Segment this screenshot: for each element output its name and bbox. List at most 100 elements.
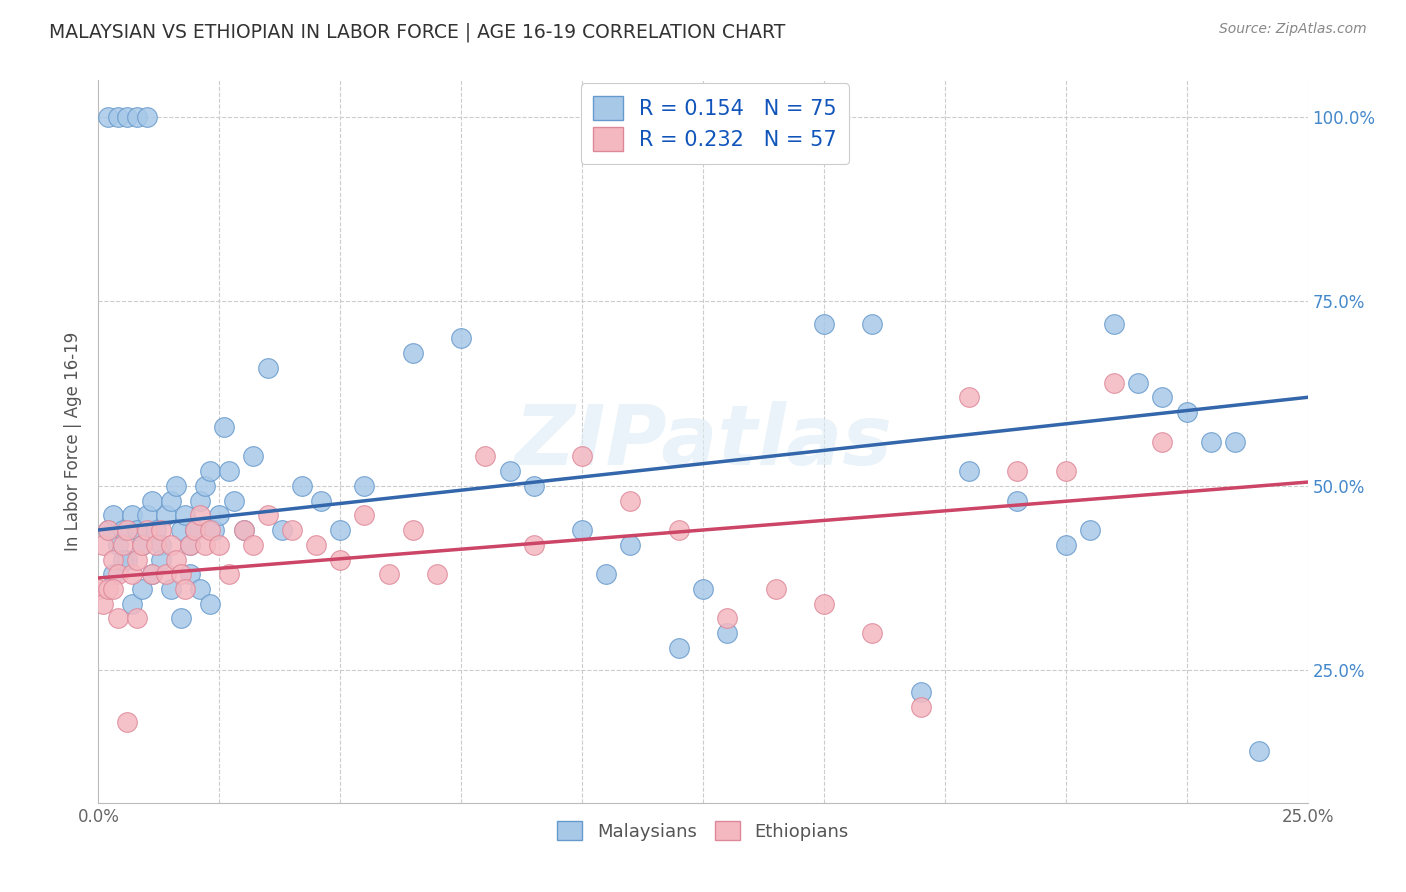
Point	[1007, 493, 1029, 508]
Point	[107, 110, 129, 124]
Text: MALAYSIAN VS ETHIOPIAN IN LABOR FORCE | AGE 16-19 CORRELATION CHART: MALAYSIAN VS ETHIOPIAN IN LABOR FORCE | …	[49, 22, 786, 42]
Point	[184, 523, 207, 537]
Point	[127, 110, 149, 124]
Point	[160, 582, 183, 596]
Point	[150, 523, 173, 537]
Point	[910, 700, 932, 714]
Point	[127, 611, 149, 625]
Point	[813, 597, 835, 611]
Point	[1054, 538, 1077, 552]
Point	[242, 538, 264, 552]
Point	[232, 523, 254, 537]
Point	[571, 523, 593, 537]
Point	[1249, 744, 1271, 758]
Point	[256, 360, 278, 375]
Point	[692, 582, 714, 596]
Point	[860, 626, 883, 640]
Point	[619, 493, 641, 508]
Point	[121, 567, 143, 582]
Point	[155, 508, 177, 523]
Point	[101, 582, 124, 596]
Point	[179, 538, 201, 552]
Point	[87, 582, 110, 596]
Point	[957, 390, 980, 404]
Point	[188, 493, 211, 508]
Point	[101, 567, 124, 582]
Point	[523, 479, 546, 493]
Point	[1175, 405, 1198, 419]
Point	[131, 582, 153, 596]
Point	[619, 538, 641, 552]
Point	[111, 538, 134, 552]
Y-axis label: In Labor Force | Age 16-19: In Labor Force | Age 16-19	[65, 332, 83, 551]
Point	[169, 567, 191, 582]
Point	[97, 523, 120, 537]
Point	[101, 508, 124, 523]
Point	[107, 567, 129, 582]
Point	[117, 523, 139, 537]
Point	[179, 567, 201, 582]
Point	[188, 508, 211, 523]
Point	[1007, 464, 1029, 478]
Point	[353, 508, 375, 523]
Point	[135, 508, 157, 523]
Point	[1054, 464, 1077, 478]
Text: Source: ZipAtlas.com: Source: ZipAtlas.com	[1219, 22, 1367, 37]
Point	[765, 582, 787, 596]
Point	[218, 464, 240, 478]
Point	[179, 538, 201, 552]
Point	[194, 479, 217, 493]
Point	[188, 582, 211, 596]
Point	[145, 538, 167, 552]
Point	[1102, 376, 1125, 390]
Point	[111, 552, 134, 566]
Point	[271, 523, 294, 537]
Point	[242, 450, 264, 464]
Point	[668, 640, 690, 655]
Point	[329, 523, 352, 537]
Point	[329, 552, 352, 566]
Legend: Malaysians, Ethiopians: Malaysians, Ethiopians	[550, 814, 856, 848]
Point	[957, 464, 980, 478]
Point	[353, 479, 375, 493]
Point	[141, 493, 163, 508]
Point	[716, 611, 738, 625]
Point	[309, 493, 332, 508]
Point	[1223, 434, 1246, 449]
Point	[198, 523, 221, 537]
Point	[595, 567, 617, 582]
Point	[101, 552, 124, 566]
Point	[150, 538, 173, 552]
Point	[1128, 376, 1150, 390]
Point	[1102, 317, 1125, 331]
Point	[145, 523, 167, 537]
Point	[184, 523, 207, 537]
Point	[256, 508, 278, 523]
Point	[402, 523, 425, 537]
Point	[127, 523, 149, 537]
Point	[474, 450, 496, 464]
Point	[117, 714, 139, 729]
Point	[117, 552, 139, 566]
Point	[450, 331, 472, 345]
Point	[150, 552, 173, 566]
Point	[169, 611, 191, 625]
Point	[716, 626, 738, 640]
Point	[121, 597, 143, 611]
Point	[1199, 434, 1222, 449]
Point	[160, 538, 183, 552]
Point	[141, 567, 163, 582]
Point	[107, 538, 129, 552]
Point	[198, 464, 221, 478]
Point	[281, 523, 304, 537]
Point	[97, 110, 120, 124]
Point	[813, 317, 835, 331]
Point	[1152, 390, 1174, 404]
Point	[135, 523, 157, 537]
Point	[160, 493, 183, 508]
Point	[208, 508, 231, 523]
Point	[117, 110, 139, 124]
Point	[131, 538, 153, 552]
Point	[97, 523, 120, 537]
Text: ZIPatlas: ZIPatlas	[515, 401, 891, 482]
